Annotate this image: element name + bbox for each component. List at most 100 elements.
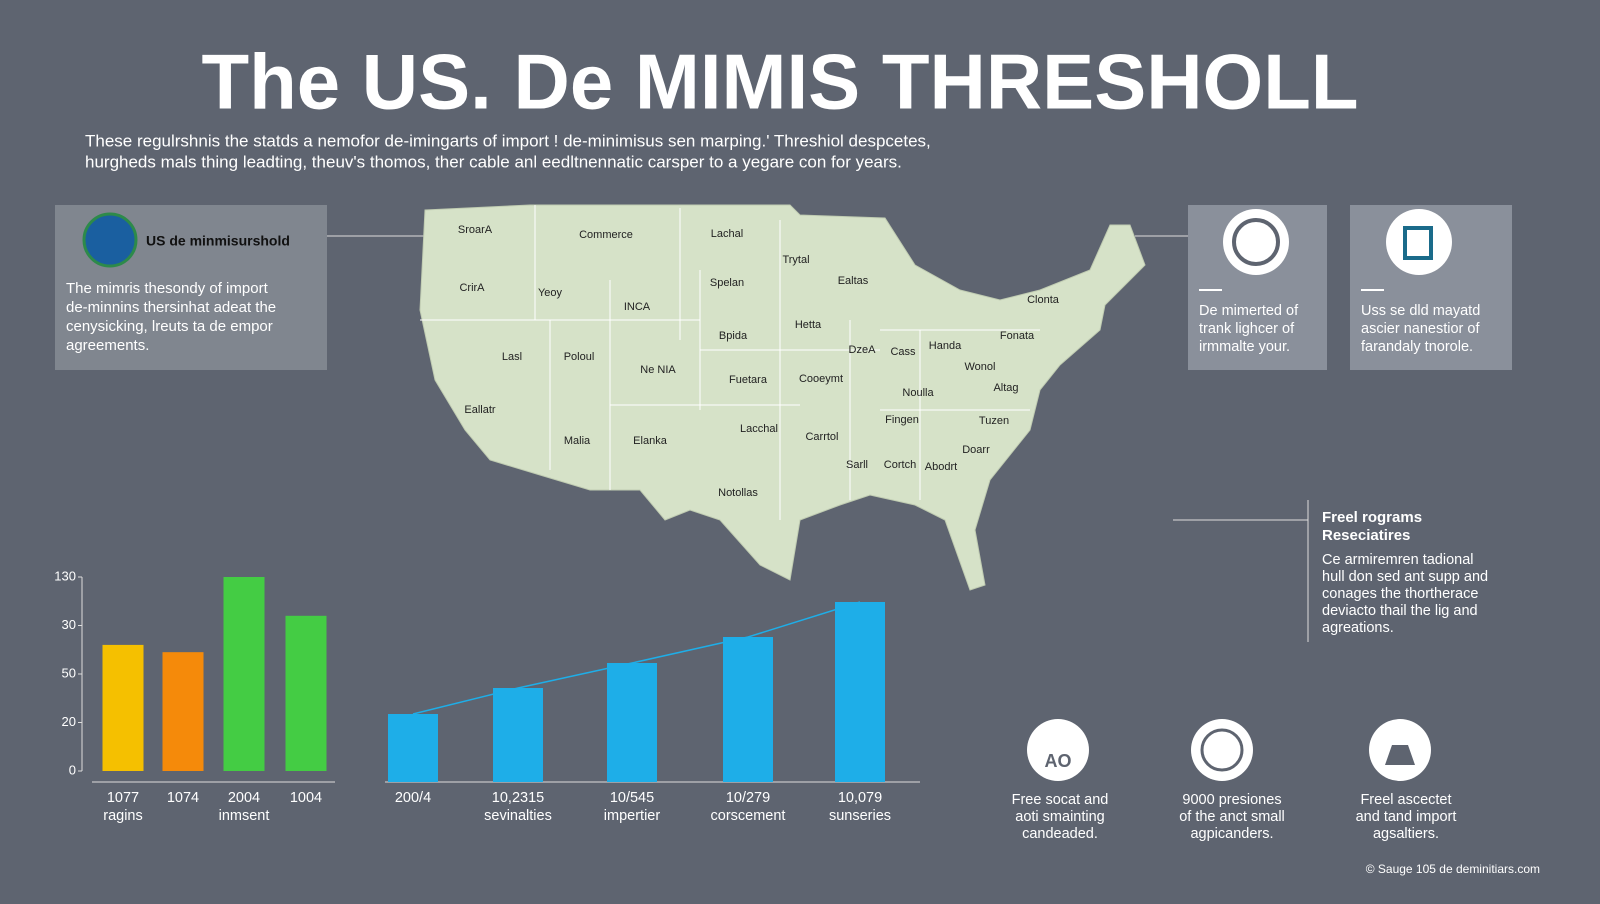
feature-text: 9000 presiones [1182, 792, 1281, 808]
state-label: Bpida [719, 330, 748, 342]
feature-text: candeaded. [1022, 826, 1098, 842]
note-heading: Reseciatires [1322, 527, 1410, 544]
x-tick-label: 1077 [107, 790, 139, 806]
panel-icon [1386, 209, 1452, 275]
state-label: Ne NIA [640, 364, 676, 376]
title: The US. De MIMIS THRESHOLL [201, 38, 1358, 126]
bar [607, 663, 657, 782]
state-label: Tuzen [979, 415, 1009, 427]
state-label: Cooeymt [799, 373, 843, 385]
feature-text: of the anct small [1179, 809, 1285, 825]
bar [285, 615, 327, 771]
state-label: Handa [929, 340, 962, 352]
state-label: Lachal [711, 228, 743, 240]
panel-body: Uss se dld mayatd [1361, 303, 1480, 319]
state-label: Elanka [633, 435, 668, 447]
state-label: DzeA [849, 344, 877, 356]
state-label: Eallatr [464, 404, 496, 416]
feature-icon [1027, 719, 1089, 781]
state-label: Commerce [579, 229, 633, 241]
bar [102, 644, 144, 771]
note-body: hull don sed ant supp and [1322, 569, 1488, 585]
bar [835, 602, 885, 782]
state-label: Spelan [710, 277, 744, 289]
feature-text: agpicanders. [1190, 826, 1273, 842]
feature-text: agsaltiers. [1373, 826, 1439, 842]
panel-icon [1232, 218, 1280, 266]
state-label: Trytal [782, 254, 809, 266]
trend-line [412, 601, 861, 715]
y-tick-label: 0 [69, 762, 76, 777]
subtitle: These regulrshnis the statds a nemofor d… [85, 131, 931, 150]
state-label: Clonta [1027, 294, 1060, 306]
panel-body: The mimris thesondy of import [66, 280, 269, 297]
x-tick-note: impertier [604, 808, 661, 824]
feature-icon [1385, 745, 1415, 765]
subtitle: hurgheds mals thing leadting, theuv's th… [85, 152, 902, 171]
state-label: Sarll [846, 459, 868, 471]
state-label: Altag [993, 382, 1018, 394]
note-body: conages the thortherace [1322, 586, 1478, 602]
bar [162, 652, 204, 771]
feature-text: Free socat and [1012, 792, 1109, 808]
state-label: SroarA [458, 224, 493, 236]
state-label: Fingen [885, 414, 919, 426]
x-tick-note: corscement [711, 808, 786, 824]
state-label: Doarr [962, 444, 990, 456]
bar [723, 637, 773, 782]
x-tick-note: sevinalties [484, 808, 552, 824]
state-label: Lasl [502, 351, 522, 363]
panel-body: agreements. [66, 337, 149, 354]
state-label: CrirA [459, 282, 485, 294]
x-tick-label: 1074 [167, 790, 199, 806]
x-tick-label: 10,079 [838, 790, 882, 806]
feature-icon [1200, 728, 1244, 772]
state-label: Cortch [884, 459, 916, 471]
panel-icon [82, 212, 138, 268]
icon-text: AO [1045, 751, 1072, 771]
state-label: Fuetara [729, 374, 768, 386]
x-tick-note: inmsent [219, 808, 270, 824]
x-tick-label: 10,2315 [492, 790, 544, 806]
x-tick-note: sunseries [829, 808, 891, 824]
state-label: Wonol [965, 361, 996, 373]
note-body: Ce armiremren tadional [1322, 552, 1474, 568]
note-body: agreations. [1322, 620, 1394, 636]
y-tick-label: 50 [62, 665, 76, 680]
x-tick-note: ragins [103, 808, 143, 824]
panel-body: ascier nanestior of [1361, 321, 1480, 337]
state-label: Abodrt [925, 461, 957, 473]
panel-body: trank lighcer of [1199, 321, 1295, 337]
x-tick-label: 10/545 [610, 790, 654, 806]
y-tick-label: 130 [54, 568, 76, 583]
bar [493, 688, 543, 782]
panel-body: cenysicking, lreuts ta de empor [66, 318, 273, 335]
state-label: Lacchal [740, 423, 778, 435]
state-label: Noulla [902, 387, 934, 399]
bar [388, 714, 438, 782]
state-label: Malia [564, 435, 591, 447]
panel-heading: US de minmisurshold [146, 233, 290, 249]
feature-icon [1191, 719, 1253, 781]
us-map [419, 204, 1146, 591]
x-tick-label: 10/279 [726, 790, 770, 806]
feature-text: aoti smainting [1015, 809, 1104, 825]
footer: © Sauge 105 de deminitiars.com [1366, 862, 1540, 876]
state-label: Fonata [1000, 330, 1035, 342]
panel-icon [1403, 226, 1433, 260]
x-tick-label: 200/4 [395, 790, 431, 806]
state-label: INCA [624, 301, 651, 313]
state-label: Yeoy [538, 287, 563, 299]
note-heading: Freel rograms [1322, 509, 1422, 526]
panel-body: irmmalte your. [1199, 339, 1290, 355]
state-label: Carrtol [805, 431, 838, 443]
panel-body: farandaly tnorole. [1361, 339, 1473, 355]
panel-body: De mimerted of [1199, 303, 1299, 319]
state-label: Ealtas [838, 275, 869, 287]
note-body: deviacto thail the lig and [1322, 603, 1478, 619]
y-tick-label: 30 [62, 617, 76, 632]
state-borders [420, 205, 1040, 520]
x-tick-label: 2004 [228, 790, 260, 806]
